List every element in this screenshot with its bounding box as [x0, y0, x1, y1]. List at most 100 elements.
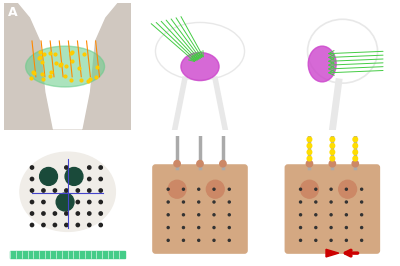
Circle shape — [88, 166, 91, 169]
Circle shape — [53, 189, 56, 192]
Circle shape — [65, 166, 68, 169]
Circle shape — [228, 214, 230, 216]
Point — [58, 61, 64, 66]
Circle shape — [345, 201, 347, 203]
Polygon shape — [4, 3, 131, 130]
Circle shape — [228, 188, 230, 190]
Circle shape — [315, 201, 317, 203]
Circle shape — [56, 193, 74, 211]
Circle shape — [198, 214, 200, 216]
Text: A: A — [8, 6, 18, 19]
Point — [81, 52, 88, 56]
Point — [47, 74, 53, 78]
Point — [52, 52, 58, 57]
Circle shape — [228, 201, 230, 203]
Circle shape — [352, 160, 358, 167]
Circle shape — [167, 188, 169, 190]
Circle shape — [300, 201, 302, 203]
Circle shape — [42, 212, 45, 215]
Circle shape — [353, 137, 358, 142]
Circle shape — [30, 200, 34, 204]
Circle shape — [99, 189, 102, 192]
Circle shape — [42, 189, 45, 192]
Circle shape — [30, 166, 34, 169]
Circle shape — [53, 223, 56, 227]
Circle shape — [315, 227, 317, 228]
Circle shape — [198, 239, 200, 241]
FancyBboxPatch shape — [285, 165, 380, 253]
Circle shape — [30, 212, 34, 215]
Circle shape — [228, 227, 230, 228]
Circle shape — [300, 180, 318, 198]
Circle shape — [315, 239, 317, 241]
Point — [68, 59, 75, 63]
Circle shape — [353, 156, 358, 161]
Circle shape — [361, 227, 363, 228]
Text: C: C — [272, 6, 282, 19]
Circle shape — [99, 212, 102, 215]
Circle shape — [330, 201, 332, 203]
Circle shape — [330, 143, 335, 148]
Point — [68, 78, 74, 83]
Text: B: B — [140, 6, 150, 19]
Point — [62, 74, 69, 78]
Circle shape — [329, 160, 336, 167]
Circle shape — [228, 239, 230, 241]
Circle shape — [182, 227, 184, 228]
Point — [68, 51, 74, 55]
Circle shape — [65, 168, 83, 185]
Circle shape — [168, 180, 186, 198]
Circle shape — [197, 160, 203, 167]
Circle shape — [42, 223, 45, 227]
Circle shape — [99, 177, 102, 181]
Circle shape — [330, 227, 332, 228]
Ellipse shape — [308, 46, 336, 82]
Point — [94, 65, 100, 69]
Circle shape — [76, 223, 80, 227]
Text: D: D — [8, 139, 18, 152]
Circle shape — [361, 239, 363, 241]
Point — [84, 79, 91, 83]
Circle shape — [40, 168, 58, 185]
Text: F: F — [272, 139, 281, 152]
Point — [52, 61, 59, 65]
Circle shape — [300, 188, 302, 190]
Circle shape — [99, 200, 102, 204]
Ellipse shape — [26, 46, 104, 87]
Circle shape — [42, 200, 45, 204]
Circle shape — [361, 201, 363, 203]
Circle shape — [198, 227, 200, 228]
Circle shape — [330, 156, 335, 161]
Circle shape — [307, 156, 312, 161]
Circle shape — [65, 223, 68, 227]
Circle shape — [198, 201, 200, 203]
Point — [37, 55, 44, 59]
Point — [87, 77, 93, 81]
Circle shape — [330, 214, 332, 216]
Circle shape — [345, 188, 347, 190]
Circle shape — [88, 177, 91, 181]
Circle shape — [306, 160, 313, 167]
Circle shape — [76, 189, 80, 192]
Circle shape — [88, 212, 91, 215]
Circle shape — [213, 239, 215, 241]
Circle shape — [213, 188, 215, 190]
Circle shape — [307, 150, 312, 155]
Ellipse shape — [20, 152, 115, 231]
Circle shape — [345, 239, 347, 241]
Circle shape — [353, 150, 358, 155]
Circle shape — [88, 223, 91, 227]
Circle shape — [345, 214, 347, 216]
Circle shape — [30, 177, 34, 181]
Circle shape — [213, 227, 215, 228]
Point — [93, 74, 99, 79]
Point — [40, 77, 47, 81]
Point — [56, 63, 63, 67]
Point — [37, 50, 44, 55]
Point — [39, 72, 45, 76]
FancyBboxPatch shape — [153, 165, 247, 253]
Circle shape — [88, 200, 91, 204]
Circle shape — [330, 239, 332, 241]
Circle shape — [330, 150, 335, 155]
Circle shape — [99, 223, 102, 227]
